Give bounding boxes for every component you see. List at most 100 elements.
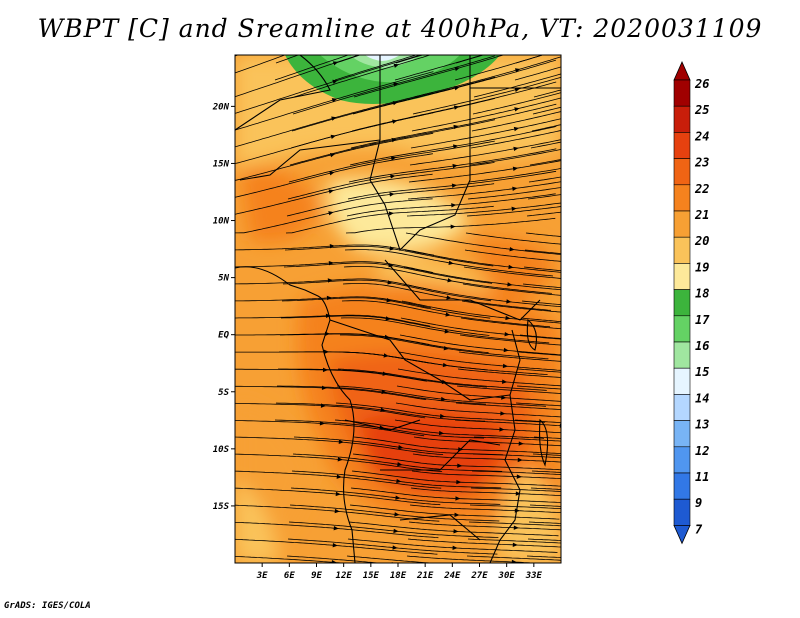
- streamline-arrow: [571, 203, 576, 207]
- streamline: [514, 419, 561, 424]
- streamline-arrow: [572, 559, 577, 563]
- streamline-arrow: [511, 559, 517, 563]
- colorbar-swatch: [673, 184, 691, 212]
- streamline: [531, 470, 561, 473]
- streamline: [353, 436, 561, 455]
- lon-label: 15E: [363, 571, 380, 581]
- streamline-arrow: [511, 206, 517, 212]
- streamline: [274, 55, 350, 81]
- streamline: [470, 130, 561, 149]
- streamline-arrow: [451, 203, 457, 208]
- colorbar-under-arrow: [673, 525, 691, 545]
- streamline-arrow: [331, 560, 337, 563]
- streamline: [352, 59, 557, 115]
- streamline: [406, 555, 545, 563]
- streamline-arrow: [572, 184, 577, 188]
- colorbar-label: 11: [695, 470, 709, 484]
- streamline-arrow: [313, 42, 318, 46]
- streamline: [281, 297, 491, 319]
- streamline: [465, 232, 561, 245]
- lon-label: 24E: [443, 571, 461, 581]
- streamline: [349, 504, 560, 520]
- streamline: [469, 504, 561, 509]
- streamline: [459, 334, 561, 346]
- streamline-arrow: [637, 475, 642, 479]
- streamline: [235, 261, 433, 273]
- streamline-arrow: [379, 425, 385, 430]
- colorbar-swatch: [673, 420, 691, 448]
- streamline: [235, 153, 433, 198]
- colorbar-swatch: [673, 367, 691, 395]
- streamline-arrow: [514, 107, 520, 112]
- streamline-arrow: [513, 525, 519, 530]
- streamline: [454, 55, 544, 81]
- colorbar-over-arrow: [673, 61, 691, 81]
- streamline-arrow: [626, 308, 631, 312]
- streamline-arrow: [625, 341, 630, 345]
- streamline-arrow: [441, 379, 448, 385]
- streamline-arrow: [567, 294, 572, 298]
- streamline-arrow: [389, 192, 395, 197]
- streamline: [456, 385, 561, 394]
- streamline: [518, 351, 561, 356]
- colorbar-label: 13: [695, 418, 709, 432]
- colorbar-swatch: [673, 289, 691, 317]
- streamline-arrow: [507, 282, 513, 287]
- lon-label: 21E: [416, 571, 434, 581]
- colorbar-swatch: [673, 79, 691, 107]
- streamline: [286, 555, 383, 563]
- streamline: [468, 521, 561, 527]
- streamline-arrow: [499, 427, 505, 432]
- streamline: [288, 521, 499, 538]
- streamline: [467, 187, 561, 200]
- streamline-arrow: [328, 211, 334, 216]
- streamline: [335, 55, 362, 64]
- colorbar-swatch: [673, 341, 691, 369]
- streamline-arrow: [634, 67, 639, 71]
- streamline: [235, 420, 425, 437]
- streamline-arrow: [505, 315, 511, 321]
- streamline: [532, 453, 561, 456]
- streamline-arrow: [578, 456, 583, 460]
- streamline: [275, 402, 486, 422]
- lat-label: 5N: [218, 274, 229, 284]
- streamline-arrow: [562, 391, 567, 395]
- streamline-arrow: [577, 473, 582, 477]
- streamline: [454, 419, 561, 427]
- streamline-arrow: [333, 525, 339, 531]
- colorbar-swatch: [673, 236, 691, 264]
- streamline-arrow: [624, 358, 629, 362]
- streamline: [342, 283, 551, 311]
- streamline-arrow: [574, 106, 579, 110]
- streamline-arrow: [334, 508, 340, 514]
- streamline-arrow: [453, 529, 459, 534]
- streamline: [468, 167, 561, 183]
- streamline-arrow: [454, 512, 460, 518]
- streamline-arrow: [575, 507, 580, 511]
- streamline: [464, 249, 561, 262]
- streamline: [293, 436, 504, 456]
- streamline: [287, 162, 495, 200]
- streamline-arrow: [504, 331, 510, 337]
- streamline-arrow: [456, 479, 462, 485]
- streamline: [409, 504, 561, 514]
- streamline-arrow: [572, 164, 577, 168]
- streamline: [235, 555, 347, 563]
- colorbar-swatch: [673, 446, 691, 474]
- streamline-arrow: [439, 413, 446, 419]
- streamline: [287, 538, 498, 555]
- streamline-arrow: [445, 312, 451, 317]
- streamline-arrow: [559, 423, 561, 428]
- streamline: [394, 55, 484, 81]
- streamline: [466, 555, 561, 561]
- streamline-arrow: [446, 295, 452, 300]
- streamline: [407, 538, 561, 548]
- streamline: [347, 538, 558, 553]
- streamline-arrow: [512, 166, 519, 171]
- streamline: [348, 148, 557, 183]
- streamline: [290, 487, 501, 505]
- streamline-arrow: [329, 152, 336, 158]
- lon-label: 18E: [390, 571, 407, 581]
